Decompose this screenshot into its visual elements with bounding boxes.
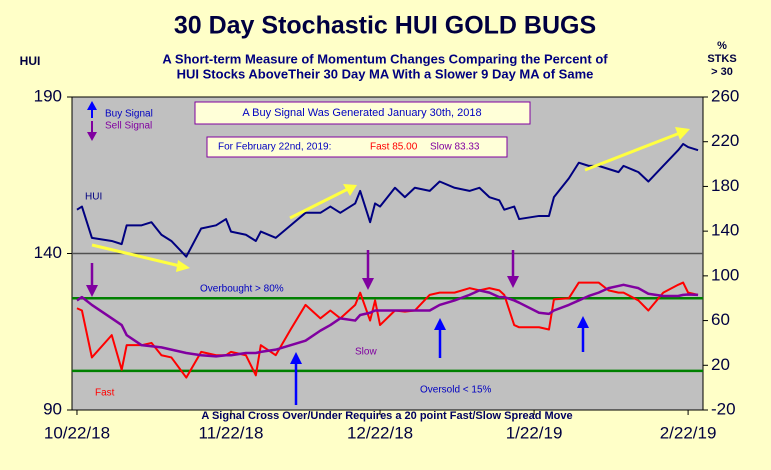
x-tick-label: 1/22/19 [506,423,563,442]
info-text: For February 22nd, 2019: [218,142,331,153]
y2-tick-label: 60 [711,310,730,329]
sell-legend: Sell Signal [105,121,152,132]
y2-tick-label: 260 [711,86,739,105]
buy-icon [87,101,97,110]
subtitle: HUI Stocks AboveTheir 30 Day MA With a S… [177,66,594,81]
y2-tick-label: 140 [711,221,739,240]
series-line [76,142,699,258]
x-tick-label: 12/22/18 [347,423,413,442]
series-label: Slow [355,347,377,358]
y2-tick-label: 100 [711,265,739,284]
info-text: Slow 83.33 [430,142,480,153]
chart-title: 30 Day Stochastic HUI GOLD BUGS [174,12,596,40]
subtitle: A Short-term Measure of Momentum Changes… [162,51,608,66]
info-box [194,101,531,125]
x-tick-label: 2/22/19 [660,423,717,442]
y-tick-label: 90 [43,399,62,418]
x-tick-label: 10/22/18 [44,423,110,442]
y2-tick-label: -20 [711,399,736,418]
reference-label: Overbought > 80% [200,284,284,295]
y2-tick-label: 20 [711,355,730,374]
y-axis-label: HUI [20,54,41,68]
y-tick-label: 190 [34,86,62,105]
series-label: Fast [95,388,115,399]
y2-tick-label: 220 [711,131,739,150]
buy-legend: Buy Signal [105,109,153,120]
y-tick-label: 140 [34,243,62,262]
sell-icon [87,132,97,141]
y2-axis-label: STKS [707,53,736,65]
trend-arrows [91,127,690,272]
y2-axis-label: % [717,40,727,52]
info-box [206,136,508,158]
series-line [76,283,699,358]
note: A Signal Cross Over/Under Requires a 20 … [201,410,572,422]
reference-label: Oversold < 15% [420,385,492,396]
y2-axis-label: > 30 [711,66,733,78]
x-tick-label: 11/22/18 [199,423,264,442]
info-text: Fast 85.00 [370,142,418,153]
info-text: A Buy Signal Was Generated January 30th,… [242,107,481,119]
signal-arrows [86,250,589,405]
series-layer [72,142,703,379]
y2-tick-label: 180 [711,176,739,195]
series-label: HUI [85,192,102,203]
